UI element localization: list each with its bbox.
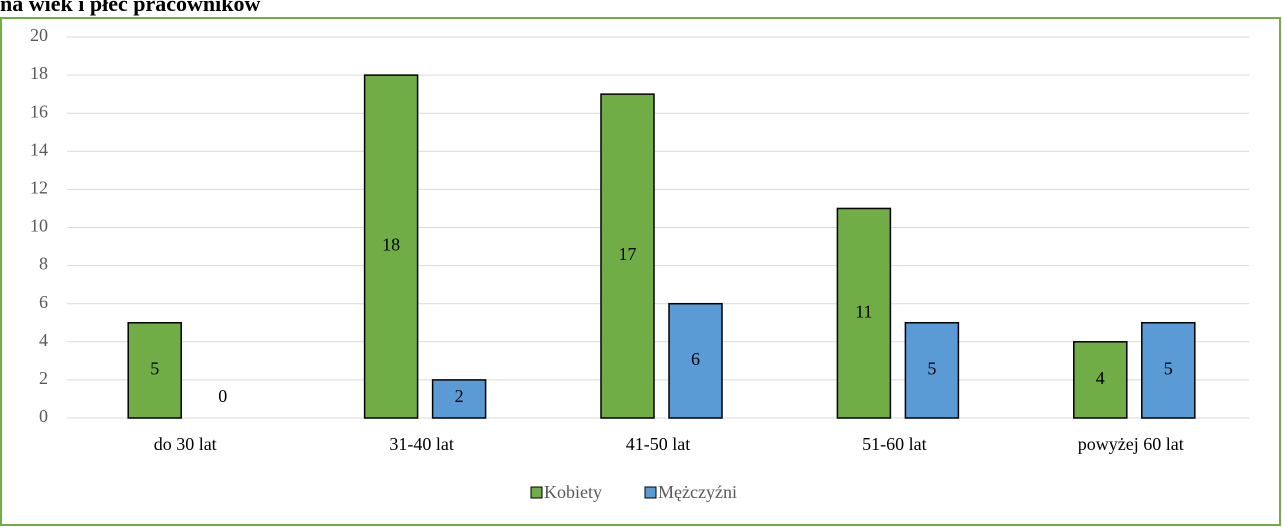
data-label: 2 bbox=[455, 386, 464, 406]
x-tick-label: 51-60 lat bbox=[862, 434, 927, 454]
legend-label: Kobiety bbox=[544, 482, 602, 502]
legend-label: Mężczyźni bbox=[658, 482, 737, 502]
data-label: 5 bbox=[150, 359, 159, 379]
bar bbox=[904, 322, 960, 419]
y-tick-label: 12 bbox=[30, 178, 48, 198]
data-label: 5 bbox=[1164, 359, 1173, 379]
bar bbox=[431, 379, 487, 419]
data-label: 4 bbox=[1096, 368, 1105, 388]
y-tick-label: 6 bbox=[39, 292, 48, 312]
bar bbox=[1073, 341, 1128, 419]
chart-title: na wiek i płeć pracowników bbox=[0, 0, 260, 16]
data-label: 11 bbox=[855, 301, 872, 321]
bar bbox=[1141, 322, 1196, 419]
y-tick-label: 18 bbox=[30, 63, 48, 83]
data-label: 17 bbox=[619, 244, 637, 264]
bar bbox=[363, 74, 419, 419]
bar bbox=[668, 302, 723, 419]
legend-swatch bbox=[644, 486, 657, 499]
bar bbox=[127, 322, 182, 419]
y-tick-label: 2 bbox=[39, 368, 48, 388]
y-tick-label: 16 bbox=[30, 101, 48, 121]
x-tick-label: powyżej 60 lat bbox=[1078, 434, 1184, 454]
x-tick-label: 41-50 lat bbox=[626, 434, 691, 454]
y-tick-label: 14 bbox=[30, 139, 48, 159]
data-label: 5 bbox=[927, 359, 936, 379]
x-tick-label: 31-40 lat bbox=[389, 434, 454, 454]
x-tick-label: do 30 lat bbox=[154, 434, 217, 454]
y-tick-label: 20 bbox=[30, 25, 48, 45]
data-label: 6 bbox=[691, 349, 700, 369]
bar bbox=[836, 207, 892, 419]
legend-swatch bbox=[530, 486, 543, 499]
bar bbox=[600, 93, 655, 419]
data-label: 0 bbox=[218, 386, 227, 406]
y-tick-label: 8 bbox=[39, 254, 48, 274]
y-tick-label: 10 bbox=[30, 216, 48, 236]
y-tick-label: 0 bbox=[39, 406, 48, 426]
data-label: 18 bbox=[382, 235, 400, 255]
y-tick-label: 4 bbox=[39, 330, 48, 350]
